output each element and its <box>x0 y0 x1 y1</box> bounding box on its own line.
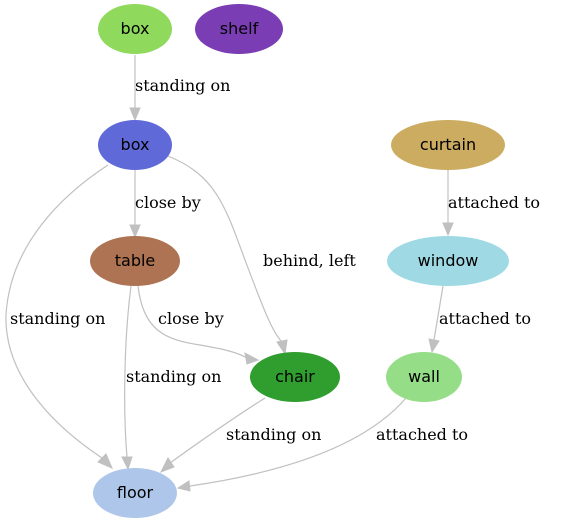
edge-box-top-to-box-mid: standing on <box>129 55 230 122</box>
edge-box-mid-to-table: close by <box>129 168 201 239</box>
node-shelf: shelf <box>195 4 283 54</box>
edge-table-to-floor: standing on <box>121 285 221 471</box>
node-box-mid-label: box <box>121 135 150 154</box>
node-box-top: box <box>98 4 172 54</box>
node-chair-label: chair <box>275 367 315 386</box>
node-box-mid-shape <box>98 120 172 170</box>
edge-label-wall-floor: attached to <box>376 425 468 444</box>
edge-box-mid-to-floor: standing on <box>5 164 113 469</box>
edge-box-mid-to-chair: behind, left <box>167 155 356 356</box>
node-curtain: curtain <box>391 120 505 170</box>
node-wall-shape <box>386 352 462 402</box>
edge-label-box-mid-floor: standing on <box>10 309 105 328</box>
edge-label-box-mid-chair: behind, left <box>263 251 356 270</box>
node-shelf-shape <box>195 4 283 54</box>
node-curtain-shape <box>391 120 505 170</box>
edge-window-to-wall: attached to <box>428 285 531 354</box>
edge-chair-to-floor: standing on <box>159 397 321 473</box>
edge-label-window-wall: attached to <box>439 309 531 328</box>
edge-label-table-floor: standing on <box>126 367 221 386</box>
edge-wall-to-floor: attached to <box>176 397 468 492</box>
node-window: window <box>387 236 509 286</box>
node-table: table <box>90 236 180 286</box>
edge-label-table-chair: close by <box>158 309 224 328</box>
node-floor-label: floor <box>117 483 154 502</box>
edge-label-box-mid-table: close by <box>135 193 201 212</box>
node-chair: chair <box>250 352 340 402</box>
edge-label-chair-floor: standing on <box>226 425 321 444</box>
node-floor: floor <box>93 468 177 518</box>
node-chair-shape <box>250 352 340 402</box>
node-box-mid: box <box>98 120 172 170</box>
edge-curtain-to-window: attached to <box>442 170 540 237</box>
node-floor-shape <box>93 468 177 518</box>
node-table-label: table <box>115 251 156 270</box>
node-shelf-label: shelf <box>220 19 259 38</box>
node-wall: wall <box>386 352 462 402</box>
edge-label-curtain-window: attached to <box>448 193 540 212</box>
node-window-shape <box>387 236 509 286</box>
node-table-shape <box>90 236 180 286</box>
node-curtain-label: curtain <box>420 135 476 154</box>
edge-table-to-chair: close by <box>137 285 260 365</box>
node-box-top-label: box <box>121 19 150 38</box>
edge-label-box-top-box-mid: standing on <box>135 76 230 95</box>
node-wall-label: wall <box>408 367 440 386</box>
node-box-top-shape <box>98 4 172 54</box>
node-window-label: window <box>418 251 479 270</box>
